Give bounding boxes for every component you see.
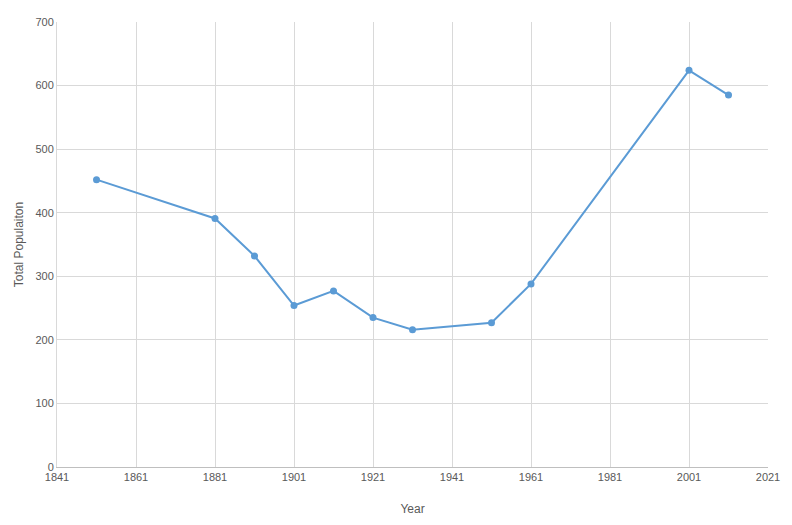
svg-text:400: 400	[35, 207, 53, 219]
svg-text:1861: 1861	[124, 471, 148, 483]
svg-text:0: 0	[48, 461, 54, 473]
svg-text:700: 700	[35, 16, 53, 28]
svg-text:300: 300	[35, 270, 53, 282]
svg-text:1961: 1961	[519, 471, 543, 483]
svg-text:1841: 1841	[45, 471, 69, 483]
svg-text:1941: 1941	[440, 471, 464, 483]
svg-text:Total Populaiton: Total Populaiton	[12, 202, 26, 287]
svg-text:2021: 2021	[756, 471, 780, 483]
svg-text:1921: 1921	[361, 471, 385, 483]
svg-text:100: 100	[35, 397, 53, 409]
svg-text:2001: 2001	[677, 471, 701, 483]
svg-text:Year: Year	[400, 502, 424, 516]
svg-text:600: 600	[35, 79, 53, 91]
svg-text:1881: 1881	[203, 471, 227, 483]
svg-text:1901: 1901	[282, 471, 306, 483]
svg-text:1981: 1981	[598, 471, 622, 483]
svg-text:200: 200	[35, 334, 53, 346]
svg-text:500: 500	[35, 143, 53, 155]
